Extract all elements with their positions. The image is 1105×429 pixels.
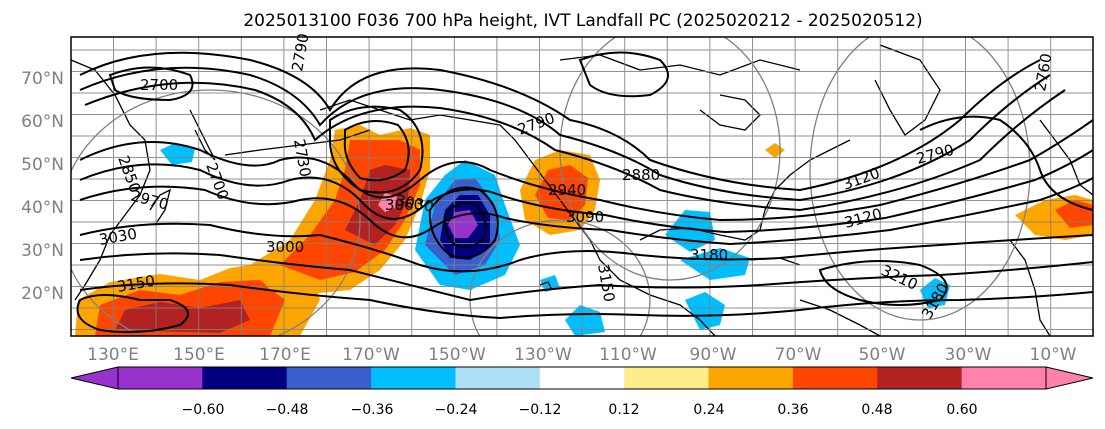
contour-label: 3000	[266, 238, 304, 256]
shade-blue-hawaii	[565, 305, 605, 336]
contour-alaska-low-2	[343, 120, 410, 182]
colorbar-high-extend	[1045, 366, 1094, 390]
lat-label: 30°N	[21, 241, 64, 261]
colorbar-box	[202, 367, 288, 389]
contour-south-1	[79, 222, 1093, 273]
contour-label: 2880	[622, 166, 660, 184]
coast-aleutians	[224, 129, 371, 156]
colorbar-box	[792, 367, 878, 389]
projection-circle-1	[71, 89, 361, 336]
contour-mid-2	[79, 149, 1093, 234]
contour-north-3	[84, 81, 1066, 212]
shade-blue-nepac	[160, 143, 195, 165]
shade-darkred-central	[345, 165, 410, 245]
contour-atlantic-ridge	[818, 260, 948, 306]
colorbar-box	[624, 367, 710, 389]
shade-blue-midpac	[540, 275, 560, 292]
lat-label: 70°N	[21, 69, 64, 89]
colorbar-tick-label: 0.12	[608, 402, 639, 418]
contour-atlantic-wave	[919, 115, 1093, 211]
coast-alaska	[319, 99, 501, 126]
graticule	[71, 37, 1093, 336]
colorbar-box	[961, 367, 1047, 389]
coast-hawaii	[539, 281, 553, 291]
colorbar-frame	[117, 366, 1047, 390]
contour-arctic-1	[578, 51, 669, 98]
coast-asia	[71, 59, 151, 301]
coast-europe	[1039, 119, 1093, 196]
shade-blue-mexico	[680, 248, 750, 280]
map-panel	[71, 37, 1093, 336]
contour-label: 3090	[566, 208, 604, 226]
coast-kamchatka	[189, 109, 216, 161]
colorbar-tick-label: 0.48	[861, 402, 892, 418]
colorbar-low-extend	[70, 366, 119, 390]
contour-label: 3060	[385, 196, 423, 214]
contour-label: 2940	[548, 181, 586, 199]
lat-label: 20°N	[21, 284, 64, 304]
contour-mid-1	[79, 119, 1093, 222]
contour-label: 2700	[140, 76, 178, 94]
projection-circle-2	[559, 37, 781, 281]
lon-label: 170°W	[342, 345, 400, 365]
colorbar-tick-label: 0.36	[777, 402, 808, 418]
contour-alaska-low-1	[329, 105, 424, 194]
colorbar-tick-label: −0.12	[519, 402, 562, 418]
colorbar-box	[286, 367, 372, 389]
lon-label: 90°W	[690, 345, 737, 365]
colorbar-box	[708, 367, 794, 389]
lon-label: 170°E	[259, 345, 311, 365]
contour-cutoff-low-1	[428, 186, 499, 259]
contour-cutoff-low-2	[443, 202, 487, 249]
contour-mid-3	[79, 177, 1093, 246]
contour-arctic-2	[108, 66, 194, 102]
colorbar-box	[539, 367, 625, 389]
lon-label: 70°W	[775, 345, 822, 365]
longitude-labels: 130°E 150°E 170°E 170°W 150°W 130°W 110°…	[87, 345, 1077, 365]
colorbar-tick-label: −0.24	[435, 402, 478, 418]
colorbar-tick-label: 0.60	[946, 402, 977, 418]
lat-label: 40°N	[21, 198, 64, 218]
lon-label: 110°W	[599, 345, 657, 365]
contour-high-se	[76, 294, 189, 334]
coast-greenland	[874, 44, 941, 136]
lon-label: 30°W	[945, 345, 992, 365]
lon-label: 10°W	[1030, 345, 1077, 365]
coast-na-east	[759, 139, 851, 231]
colorbar-box	[118, 367, 203, 389]
contour-south-2	[79, 252, 1093, 302]
height-contours	[76, 51, 1093, 334]
lon-label: 150°E	[173, 345, 225, 365]
contour-north-1	[79, 51, 1041, 192]
projection-circle-3	[809, 37, 1031, 321]
contour-label: 3180	[690, 246, 728, 264]
coast-sa	[799, 299, 881, 336]
shade-blue-caribbean	[685, 292, 725, 330]
colorbar-box	[455, 367, 541, 389]
colorbar-tick-label: −0.48	[266, 402, 309, 418]
map-frame	[70, 36, 1094, 337]
lat-label: 50°N	[21, 155, 64, 175]
lon-label: 150°W	[428, 345, 486, 365]
lat-label: 60°N	[21, 112, 64, 132]
lon-label: 130°E	[87, 345, 139, 365]
colorbar: −0.60 −0.48 −0.36 −0.24 −0.12 0.12 0.24 …	[70, 366, 1094, 418]
contour-north-2	[79, 66, 1051, 202]
colorbar-tick-label: −0.60	[182, 402, 225, 418]
colorbar-tick-label: 0.24	[693, 402, 724, 418]
coast-gulf	[639, 227, 761, 241]
map-title: 2025013100 F036 700 hPa height, IVT Land…	[243, 11, 922, 31]
colorbar-tick-label: −0.36	[351, 402, 394, 418]
lon-label: 50°W	[859, 345, 906, 365]
colorbar-box	[371, 367, 456, 389]
lon-label: 130°W	[514, 345, 572, 365]
latitude-labels: 70°N 60°N 50°N 40°N 30°N 20°N	[21, 69, 64, 304]
colorbar-box	[877, 367, 963, 389]
coast-africa	[1009, 239, 1051, 336]
